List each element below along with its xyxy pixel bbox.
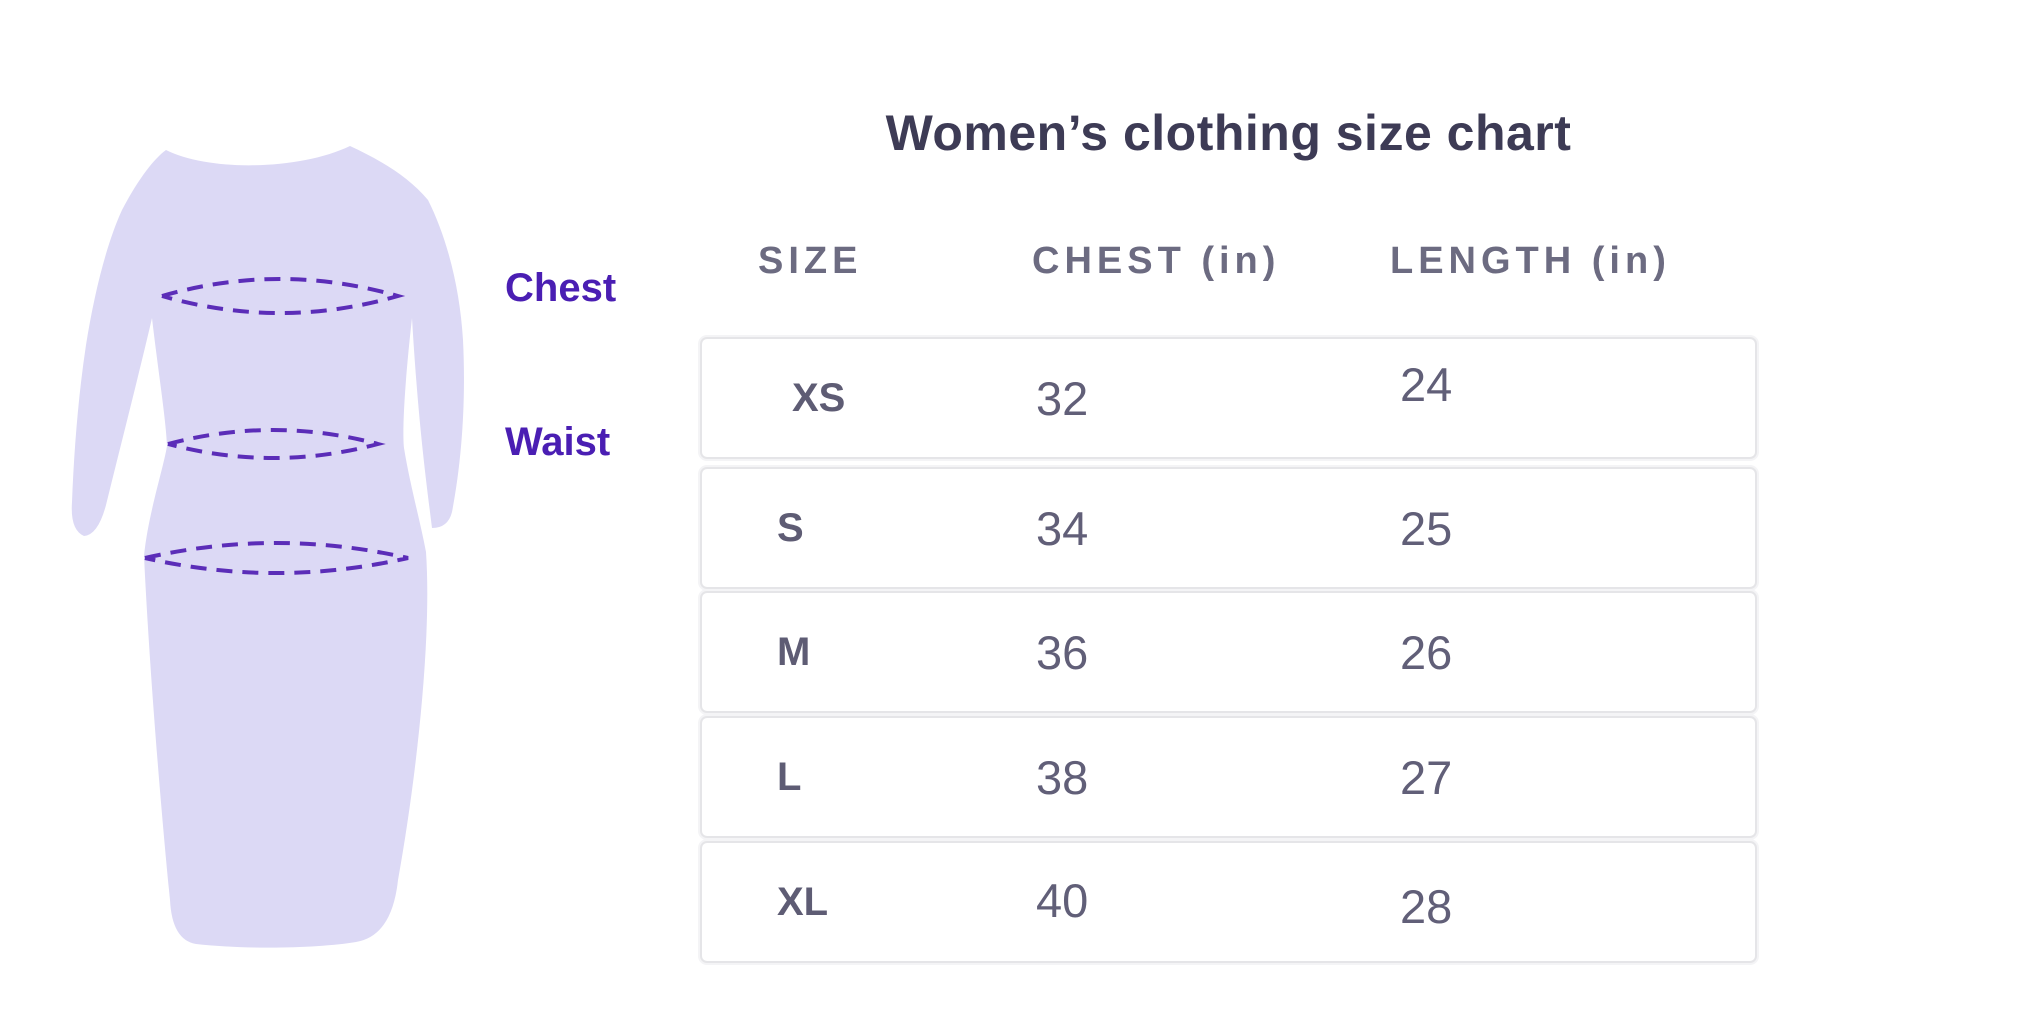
page-title: Women’s clothing size chart: [885, 105, 1572, 161]
dress-illustration: [71, 146, 464, 948]
chest-cell: 40: [1036, 873, 1089, 927]
waist-label: Waist: [505, 420, 611, 464]
size-cell: L: [777, 754, 802, 799]
length-cell: 25: [1400, 501, 1453, 555]
dress-silhouette: [71, 146, 464, 948]
table-header-row: SIZE CHEST (in) LENGTH (in): [700, 240, 1757, 282]
table-row: XL 40 28: [700, 841, 1757, 963]
header-chest: CHEST (in): [1032, 240, 1281, 282]
hip-measurement-ellipse: [144, 541, 409, 575]
table-row: S 34 25: [700, 467, 1757, 589]
chest-cell: 36: [1036, 625, 1089, 679]
size-cell: S: [777, 505, 804, 550]
header-length: LENGTH (in): [1390, 240, 1671, 282]
length-cell: 26: [1400, 625, 1453, 679]
length-cell: 27: [1400, 750, 1453, 804]
chest-label: Chest: [505, 266, 617, 310]
table-row: XS 32 24: [700, 337, 1757, 459]
size-cell: XL: [777, 879, 829, 924]
table-row: M 36 26: [700, 591, 1757, 713]
chest-measurement-ellipse: [161, 277, 406, 315]
chest-cell: 32: [1036, 371, 1089, 425]
chest-cell: 34: [1036, 501, 1089, 555]
size-cell: XS: [792, 375, 846, 420]
length-cell: 24: [1400, 357, 1453, 411]
table-row: L 38 27: [700, 716, 1757, 838]
waist-measurement-ellipse: [167, 428, 386, 460]
chest-cell: 38: [1036, 750, 1089, 804]
length-cell: 28: [1400, 879, 1453, 933]
size-table: XS 32 24 S 34 25 M 36 26 L 38 27 XL 40 2…: [700, 337, 1757, 963]
header-size: SIZE: [758, 240, 863, 282]
size-cell: M: [777, 629, 811, 674]
